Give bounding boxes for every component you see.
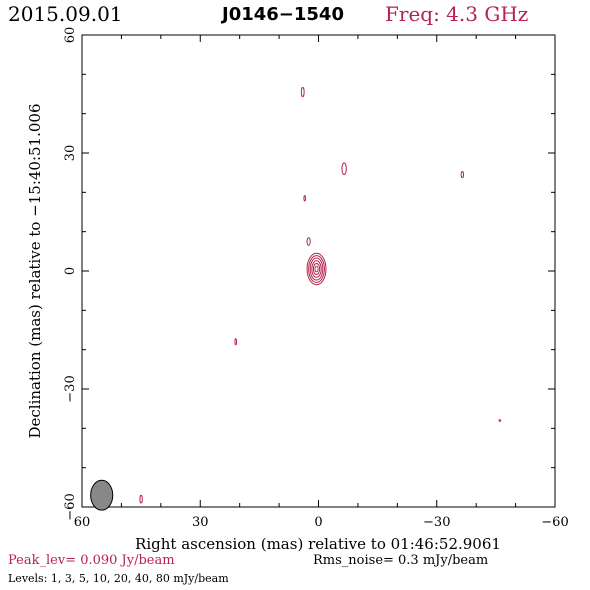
contour-levels: Levels: 1, 3, 5, 10, 20, 40, 80 mJy/beam: [8, 572, 229, 585]
plot-frame: [81, 34, 556, 508]
y-tick-label: −30: [63, 375, 78, 402]
x-tick-label: 0: [314, 515, 322, 530]
emission-contour: [234, 338, 238, 346]
y-tick-label: 60: [63, 27, 78, 44]
core-contour: [308, 255, 325, 283]
emission-contour: [498, 419, 502, 422]
y-tick-label: −60: [63, 493, 78, 520]
beam-ellipse: [90, 479, 114, 511]
x-tick-label: −30: [423, 515, 450, 530]
x-tick-label: 30: [192, 515, 209, 530]
x-tick-label: −60: [541, 515, 568, 530]
emission-contour: [306, 237, 311, 246]
peak-level: Peak_lev= 0.090 Jy/beam: [8, 553, 175, 568]
emission-contour: [460, 170, 465, 179]
core-contour: [311, 260, 322, 278]
core-contour: [306, 252, 327, 286]
y-tick-label: 30: [63, 145, 78, 162]
axis-tick-labels: 60 30 0 −30 −60 −60 −30 0 30 60: [63, 27, 569, 530]
core-contour: [312, 263, 321, 276]
observation-date: 2015.09.01: [8, 2, 123, 26]
x-tick-label: 60: [74, 515, 91, 530]
emission-contour: [341, 162, 347, 176]
emission-contour: [300, 86, 305, 98]
y-axis-label: Declination (mas) relative to −15:40:51.…: [26, 103, 44, 438]
axis-ticks: [81, 34, 556, 508]
rms-noise: Rms_noise= 0.3 mJy/beam: [313, 553, 489, 568]
emission-contour: [139, 494, 143, 504]
frequency-label: Freq: 4.3 GHz: [385, 2, 529, 26]
contour-marks: [90, 86, 502, 511]
source-name: J0146−1540: [222, 4, 344, 25]
core-contour: [309, 257, 324, 281]
core-contour: [314, 265, 319, 273]
x-axis-label: Right ascension (mas) relative to 01:46:…: [135, 535, 501, 553]
emission-contour: [303, 194, 307, 202]
y-tick-label: 0: [63, 267, 78, 275]
